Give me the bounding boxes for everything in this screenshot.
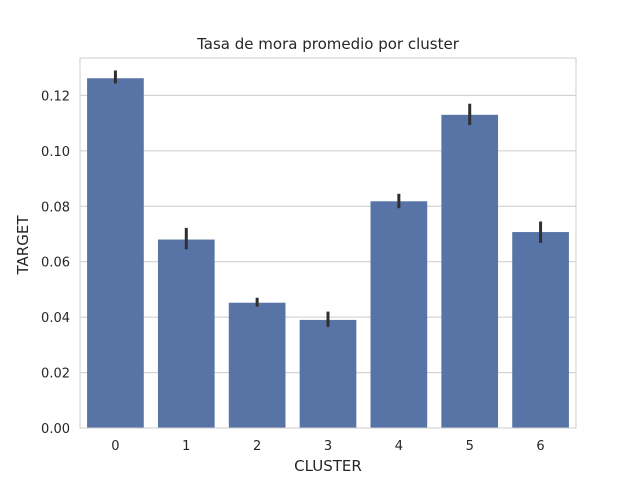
x-tick-label: 1 xyxy=(182,439,190,454)
y-tick-label: 0.10 xyxy=(41,145,70,160)
bar-cluster-0 xyxy=(87,78,144,428)
y-tick-label: 0.02 xyxy=(41,367,70,382)
bar-cluster-4 xyxy=(370,201,428,428)
y-tick-label: 0.08 xyxy=(41,200,70,215)
error-bars xyxy=(113,70,543,327)
x-tick-label: 4 xyxy=(395,439,403,454)
plot-frame xyxy=(79,57,577,429)
x-tick-label: 3 xyxy=(324,439,332,454)
chart-title: Tasa de mora promedio por cluster xyxy=(196,35,460,53)
x-tick-label: 6 xyxy=(536,439,544,454)
bar-cluster-2 xyxy=(228,302,286,428)
y-tick-label: 0.06 xyxy=(41,256,70,271)
y-tick-label: 0.00 xyxy=(41,422,70,437)
bar-cluster-5 xyxy=(441,114,499,429)
x-tick-label: 2 xyxy=(253,439,261,454)
x-tick-label: 5 xyxy=(466,439,474,454)
x-tick-labels: 0 1 2 3 4 5 6 xyxy=(111,439,544,454)
x-tick-label: 0 xyxy=(111,439,119,454)
y-tick-label: 0.12 xyxy=(41,89,70,104)
bars xyxy=(87,78,569,429)
y-axis-label: TARGET xyxy=(14,215,32,276)
bar-cluster-3 xyxy=(299,319,357,428)
bar-cluster-6 xyxy=(512,232,569,428)
y-tick-labels: 0.00 0.02 0.04 0.06 0.08 0.10 0.12 xyxy=(41,89,70,437)
bar-cluster-1 xyxy=(157,239,215,428)
x-axis-label: CLUSTER xyxy=(294,457,362,475)
y-tick-label: 0.04 xyxy=(41,311,70,326)
